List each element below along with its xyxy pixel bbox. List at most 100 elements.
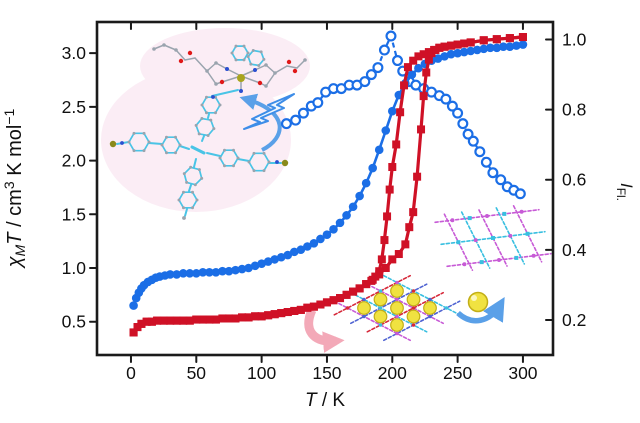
atom-dot — [247, 160, 251, 164]
marker-chiMT-red-cooling — [224, 314, 233, 323]
atom-dot — [127, 140, 131, 144]
bond-line — [207, 113, 210, 119]
lattice-node — [362, 314, 366, 319]
atom-dot — [223, 148, 226, 152]
marker-chiMT-red-cooling — [283, 308, 292, 317]
marker-chiMT-red-cooling — [479, 36, 488, 45]
atom-dot — [232, 148, 235, 152]
bond-line — [163, 44, 177, 51]
marker-chiMT-red-cooling — [147, 317, 156, 326]
lattice-node — [485, 214, 489, 218]
atom-dot — [191, 206, 194, 210]
marker-chiMT-red-cooling — [377, 255, 386, 264]
atom-dot — [191, 190, 194, 194]
marker-chiMT-gradual-blue — [505, 42, 515, 52]
marker-chiMT-gradual-blue — [472, 45, 482, 55]
x-tick-label: 250 — [443, 363, 472, 383]
lattice-node — [378, 323, 383, 327]
atom-dot — [174, 48, 178, 52]
marker-chiMT-red-cooling — [142, 317, 151, 326]
pink-curved-arrow-icon — [304, 308, 345, 353]
marker-chiMT-red-cooling — [396, 108, 405, 117]
atom-dot — [252, 151, 256, 155]
marker-chiMT-gradual-blue — [192, 269, 201, 278]
marker-chiMT-gradual-blue — [309, 238, 319, 248]
guest-sphere-icon — [373, 309, 388, 324]
lattice-node — [395, 314, 399, 319]
marker-fluorescence-intensity — [467, 135, 479, 147]
atom-dot — [262, 57, 266, 61]
bond-line — [179, 145, 190, 150]
marker-chiMT-red-cooling — [403, 63, 412, 72]
atom-dot — [185, 180, 189, 184]
atom-dot — [211, 95, 215, 99]
bond-line — [206, 70, 217, 85]
atom-dot — [264, 63, 268, 67]
atom-dot — [174, 135, 177, 139]
guest-sphere-icon — [390, 301, 404, 315]
atom-dot — [197, 168, 201, 172]
bond-line — [206, 152, 221, 157]
bond-line — [188, 184, 192, 192]
x-tick-label: 100 — [247, 363, 276, 383]
marker-chiMT-red-warming — [394, 250, 403, 259]
atom-dot — [232, 164, 235, 168]
marker-fluorescence-intensity — [359, 76, 371, 88]
marker-chiMT-red-cooling — [342, 290, 351, 299]
y-left-tick-label: 2.5 — [62, 97, 86, 117]
x-axis-label: T / K — [305, 390, 345, 411]
marker-chiMT-red-cooling — [172, 316, 181, 325]
bond-line — [274, 65, 288, 74]
lattice-node — [378, 289, 383, 293]
atom-dot — [259, 50, 263, 54]
lattice-node — [491, 236, 495, 240]
marker-chiMT-red-cooling — [400, 81, 409, 90]
marker-fluorescence-intensity — [312, 97, 324, 109]
marker-chiMT-gradual-blue — [263, 257, 273, 266]
marker-fluorescence-intensity — [297, 107, 309, 119]
marker-chiMT-gradual-blue — [198, 267, 208, 277]
lattice-node — [444, 306, 449, 310]
lattice-node — [467, 216, 472, 221]
plot-frame — [95, 20, 555, 357]
marker-fluorescence-intensity — [365, 69, 377, 81]
marker-chiMT-gradual-blue — [289, 247, 299, 257]
y-left-tick-label: 1.5 — [62, 204, 86, 224]
atom-dot — [178, 143, 182, 147]
guest-sphere-icon — [373, 292, 388, 307]
bond-line — [201, 135, 205, 142]
marker-chiMT-gradual-blue — [453, 48, 462, 58]
oxygen-atom — [178, 58, 184, 64]
marker-fluorescence-intensity — [452, 107, 464, 119]
lattice-node — [411, 306, 416, 310]
lattice-node — [497, 258, 501, 262]
marker-chiMT-red-cooling — [414, 52, 423, 61]
marker-chiMT-red-cooling — [316, 300, 325, 309]
marker-chiMT-gradual-blue — [335, 218, 345, 228]
atom-dot — [214, 111, 217, 115]
atom-dot — [147, 140, 151, 144]
lightning-icon — [243, 93, 295, 130]
marker-chiMT-red-cooling — [329, 296, 338, 305]
atom-dot — [182, 172, 186, 176]
atom-dot — [234, 58, 238, 62]
atom-dot — [246, 51, 250, 55]
atom-dot — [200, 103, 204, 107]
guest-sphere-icon — [467, 291, 489, 313]
framework-lattice-with-guest-spheres — [333, 274, 461, 342]
marker-chiMT-gradual-blue — [205, 267, 214, 277]
marker-chiMT-red-cooling — [453, 40, 462, 49]
iron-complex-molecule — [152, 43, 307, 93]
series-layer — [129, 30, 528, 337]
bond-line — [215, 62, 228, 70]
y-right-tick-label: 0.4 — [562, 240, 587, 260]
lattice-node — [531, 253, 536, 258]
marker-fluorescence-intensity — [462, 128, 474, 140]
atom-dot — [205, 95, 208, 99]
marker-chiMT-gradual-blue — [368, 163, 377, 173]
tetraaryl-pyridyl-ligand-molecule — [109, 89, 289, 220]
marker-chiMT-gradual-blue — [231, 265, 240, 275]
marker-chiMT-red-cooling — [385, 185, 394, 194]
marker-fluorescence-intensity — [514, 188, 526, 200]
atom-dot — [193, 183, 197, 187]
